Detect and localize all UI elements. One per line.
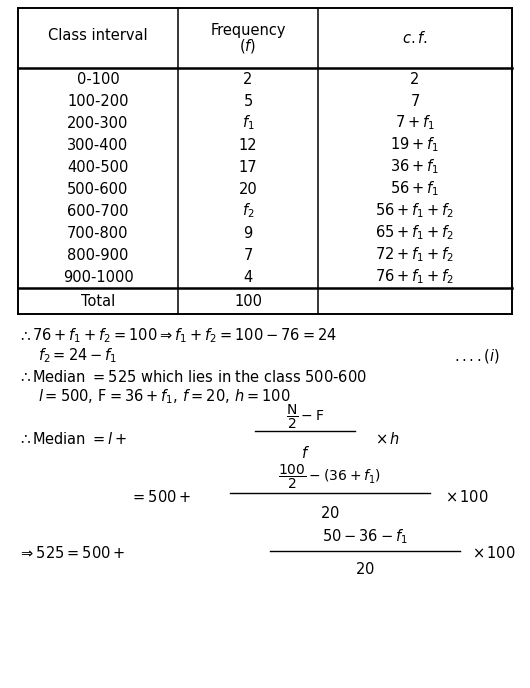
Text: $76 + f_1 + f_2$: $76 + f_1 + f_2$ bbox=[375, 268, 455, 286]
Text: $\times\, 100$: $\times\, 100$ bbox=[472, 545, 516, 561]
Text: $\therefore$: $\therefore$ bbox=[18, 431, 32, 447]
Text: $l = 500,\, \mathrm{F} = 36 + f_1,\, f = 20,\, h = 100$: $l = 500,\, \mathrm{F} = 36 + f_1,\, f =… bbox=[38, 387, 290, 407]
Text: 2: 2 bbox=[243, 72, 253, 87]
Text: 300-400: 300-400 bbox=[67, 138, 129, 153]
Text: Frequency: Frequency bbox=[210, 23, 286, 38]
Text: Median $= 525$ which lies in the class 500-600: Median $= 525$ which lies in the class 5… bbox=[32, 369, 367, 385]
Text: $\mathit{c.f.}$: $\mathit{c.f.}$ bbox=[402, 30, 428, 46]
Text: 7: 7 bbox=[243, 248, 253, 263]
Text: $7 + f_1$: $7 + f_1$ bbox=[395, 114, 435, 132]
Text: 12: 12 bbox=[238, 138, 257, 153]
Text: $f$: $f$ bbox=[301, 445, 310, 461]
Text: 20: 20 bbox=[238, 182, 258, 197]
Text: $\times\, 100$: $\times\, 100$ bbox=[445, 489, 489, 505]
Text: 17: 17 bbox=[238, 160, 257, 175]
Text: Total: Total bbox=[81, 294, 115, 308]
Text: 5: 5 bbox=[243, 94, 253, 109]
Text: 500-600: 500-600 bbox=[67, 182, 129, 197]
Text: $56 + f_1$: $56 + f_1$ bbox=[391, 180, 439, 198]
Text: $\therefore$: $\therefore$ bbox=[18, 328, 32, 343]
Text: $f_2$: $f_2$ bbox=[242, 202, 254, 220]
Text: 4: 4 bbox=[243, 270, 253, 285]
Text: 600-700: 600-700 bbox=[67, 204, 129, 219]
Text: 7: 7 bbox=[410, 94, 420, 109]
Text: 700-800: 700-800 bbox=[67, 226, 129, 241]
Text: $= 500 +$: $= 500 +$ bbox=[130, 489, 191, 505]
Text: $56 + f_1 + f_2$: $56 + f_1 + f_2$ bbox=[375, 202, 455, 220]
Text: $\dfrac{\mathrm{N}}{2} - \mathrm{F}$: $\dfrac{\mathrm{N}}{2} - \mathrm{F}$ bbox=[286, 403, 324, 431]
Text: 100: 100 bbox=[234, 294, 262, 308]
Text: 2: 2 bbox=[410, 72, 420, 87]
Text: 100-200: 100-200 bbox=[67, 94, 129, 109]
Text: $36 + f_1$: $36 + f_1$ bbox=[391, 158, 439, 176]
Text: $50 - 36 - f_1$: $50 - 36 - f_1$ bbox=[322, 528, 408, 546]
Text: $\therefore$: $\therefore$ bbox=[18, 369, 32, 385]
Text: 900-1000: 900-1000 bbox=[63, 270, 134, 285]
Text: $65 + f_1 + f_2$: $65 + f_1 + f_2$ bbox=[375, 224, 455, 242]
Text: $72 + f_1 + f_2$: $72 + f_1 + f_2$ bbox=[375, 246, 455, 264]
Text: 200-300: 200-300 bbox=[67, 116, 129, 131]
Text: $\times\, h$: $\times\, h$ bbox=[375, 431, 400, 447]
Text: $\Rightarrow 525 = 500 +$: $\Rightarrow 525 = 500 +$ bbox=[18, 545, 125, 561]
Text: $....(i)$: $....(i)$ bbox=[454, 347, 500, 365]
Text: 800-900: 800-900 bbox=[67, 248, 129, 263]
Text: $19 + f_1$: $19 + f_1$ bbox=[391, 136, 439, 154]
Text: $\dfrac{100}{2} - (36 + f_1)$: $\dfrac{100}{2} - (36 + f_1)$ bbox=[278, 463, 382, 491]
Text: $f_1$: $f_1$ bbox=[242, 114, 254, 132]
Text: $76 + f_1 + f_2 = 100 \Rightarrow f_1 + f_2 = 100 - 76 = 24$: $76 + f_1 + f_2 = 100 \Rightarrow f_1 + … bbox=[32, 327, 337, 345]
Text: $20$: $20$ bbox=[355, 561, 375, 577]
Text: 400-500: 400-500 bbox=[67, 160, 129, 175]
Text: $(f)$: $(f)$ bbox=[240, 37, 257, 55]
Text: $f_2 = 24 - f_1$: $f_2 = 24 - f_1$ bbox=[38, 347, 117, 365]
Text: Median $= l +$: Median $= l +$ bbox=[32, 431, 127, 447]
Text: Class interval: Class interval bbox=[48, 28, 148, 43]
Text: 0-100: 0-100 bbox=[77, 72, 119, 87]
Text: $20$: $20$ bbox=[320, 505, 340, 521]
Text: 9: 9 bbox=[243, 226, 253, 241]
